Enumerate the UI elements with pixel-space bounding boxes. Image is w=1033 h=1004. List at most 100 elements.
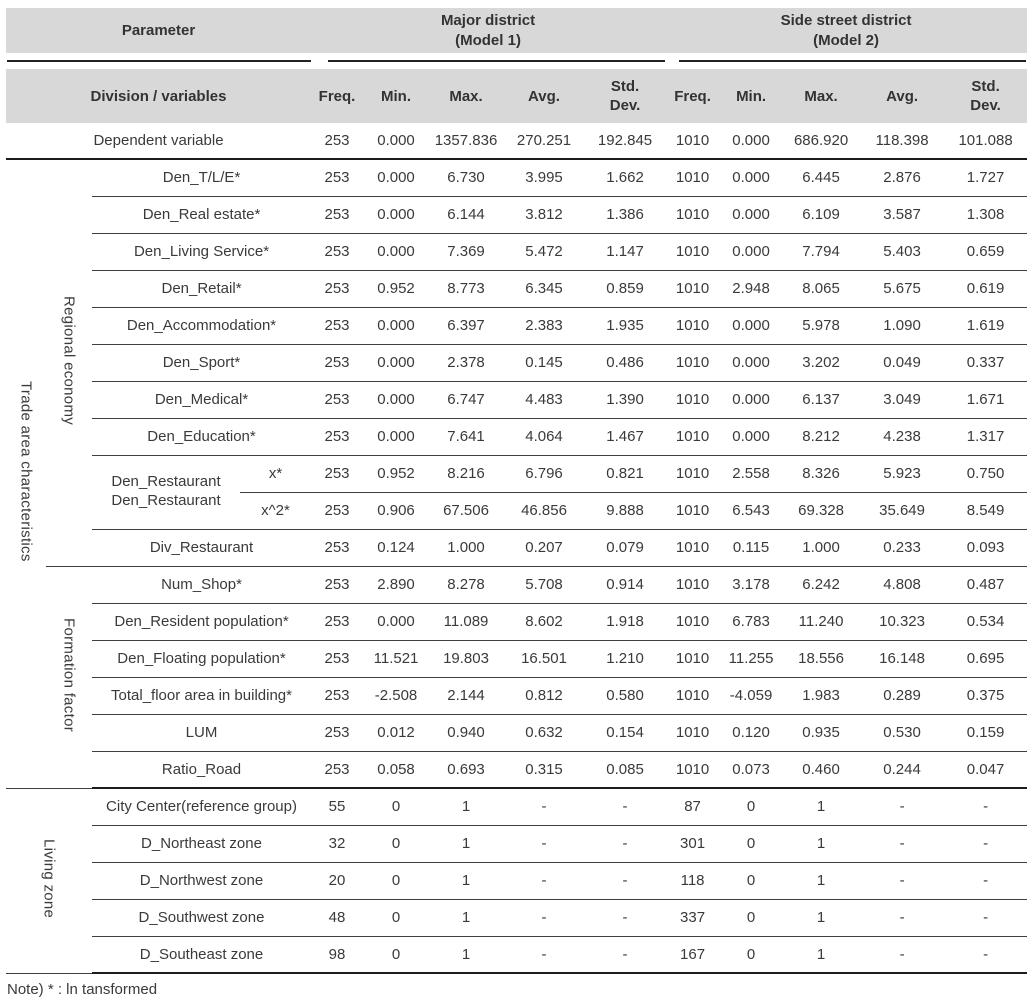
value-cell: - [860, 899, 945, 937]
header-division: Division / variables [6, 69, 312, 123]
value-cell: -4.059 [720, 677, 783, 715]
value-cell: 0.085 [585, 751, 666, 789]
value-cell: 253 [311, 270, 364, 308]
value-cell: 5.472 [503, 233, 586, 271]
header-min-m2: Min. [720, 69, 783, 123]
value-cell: 0 [720, 936, 783, 974]
value-cell: 0.375 [944, 677, 1028, 715]
value-cell: 0.580 [585, 677, 666, 715]
value-cell: 253 [311, 307, 364, 345]
value-cell: 0.530 [860, 714, 945, 752]
value-cell: 0.460 [782, 751, 861, 789]
header-min-m1: Min. [363, 69, 430, 123]
row-label: Den_Accommodation* [92, 307, 312, 345]
value-cell: 253 [311, 714, 364, 752]
value-cell: 8.549 [944, 492, 1028, 530]
value-cell: - [860, 862, 945, 900]
value-cell: - [585, 936, 666, 974]
value-cell: 0.233 [860, 529, 945, 567]
header-max-m1: Max. [429, 69, 504, 123]
value-cell: 11.240 [782, 603, 861, 641]
group-label-trade-area: Trade area characteristics [6, 159, 46, 789]
value-cell: - [860, 936, 945, 974]
row-label-restaurant: Den_Restaurant Den_Restaurant [92, 455, 240, 530]
value-cell: 0.000 [720, 418, 783, 456]
header-std-m1: Std. Dev. [585, 69, 666, 123]
value-cell: 5.675 [860, 270, 945, 308]
table-row: Trade area characteristics Regional econ… [6, 159, 1028, 789]
value-cell: - [585, 788, 666, 826]
value-cell: 192.845 [585, 123, 666, 160]
value-cell: 118 [665, 862, 721, 900]
row-label: Den_Real estate* [92, 196, 312, 234]
value-cell: 253 [311, 751, 364, 789]
table-row: Den_Floating population* 253 11.521 19.803… [6, 640, 1028, 678]
value-cell: 4.483 [503, 381, 586, 419]
value-cell: 0.952 [363, 270, 430, 308]
value-cell: 167 [665, 936, 721, 974]
value-cell: 9.888 [585, 492, 666, 530]
value-cell: - [944, 862, 1028, 900]
value-cell: 0.000 [720, 307, 783, 345]
value-cell: - [944, 936, 1028, 974]
value-cell: 253 [311, 566, 364, 604]
row-label: Ratio_Road [92, 751, 312, 789]
value-cell: 253 [311, 418, 364, 456]
value-cell: 0.079 [585, 529, 666, 567]
header-rule-model1 [311, 53, 666, 69]
value-cell: - [503, 788, 586, 826]
table-row: Den_Education* 253 0.000 7.641 4.064 1.467 1… [6, 418, 1028, 456]
table-row: Living zone City Center(reference group)… [6, 788, 1028, 974]
sub-row-label: x* [240, 455, 312, 493]
value-cell: 1 [782, 862, 861, 900]
value-cell: 118.398 [860, 123, 945, 160]
value-cell: 0 [363, 788, 430, 826]
value-cell: 1010 [665, 566, 721, 604]
value-cell: 3.178 [720, 566, 783, 604]
header-std-m2: Std. Dev. [944, 69, 1028, 123]
row-label: Dependent variable [6, 123, 312, 160]
value-cell: 1010 [665, 307, 721, 345]
table-row: Dependent variable 253 0.000 1357.836 270.2… [6, 123, 1028, 160]
value-cell: 1010 [665, 270, 721, 308]
value-cell: 0.012 [363, 714, 430, 752]
value-cell: 0.154 [585, 714, 666, 752]
value-cell: 7.794 [782, 233, 861, 271]
value-cell: 5.708 [503, 566, 586, 604]
value-cell: 253 [311, 455, 364, 493]
value-cell: 6.144 [429, 196, 504, 234]
table-row: Formation factor Num_Shop* 253 2.890 8.278… [6, 566, 1028, 789]
value-cell: - [585, 862, 666, 900]
row-label: D_Northeast zone [92, 825, 312, 863]
value-cell: 8.773 [429, 270, 504, 308]
value-cell: 1 [429, 788, 504, 826]
row-label: Total_floor area in building* [92, 677, 312, 715]
value-cell: 0.000 [720, 381, 783, 419]
value-cell: 20 [311, 862, 364, 900]
value-cell: 253 [311, 677, 364, 715]
table-row: Den_Living Service* 253 0.000 7.369 5.472 1.… [6, 233, 1028, 271]
value-cell: 6.783 [720, 603, 783, 641]
value-cell: 0.632 [503, 714, 586, 752]
value-cell: 3.812 [503, 196, 586, 234]
table-footnote: Note) * : ln tansformed [7, 981, 158, 998]
group-label-regional-economy: Regional economy [46, 159, 92, 567]
value-cell: 1010 [665, 159, 721, 197]
row-label: D_Southwest zone [92, 899, 312, 937]
value-cell: 6.445 [782, 159, 861, 197]
table-row: Den_Restaurant Den_Restaurant x* 253 0.95… [6, 455, 1028, 530]
value-cell: 1 [429, 936, 504, 974]
value-cell: 10.323 [860, 603, 945, 641]
value-cell: - [503, 825, 586, 863]
row-label: Den_T/L/E* [92, 159, 312, 197]
value-cell: 1.918 [585, 603, 666, 641]
value-cell: 0.821 [585, 455, 666, 493]
row-label: Den_Floating population* [92, 640, 312, 678]
value-cell: 0.693 [429, 751, 504, 789]
value-cell: 1.090 [860, 307, 945, 345]
value-cell: 0.935 [782, 714, 861, 752]
value-cell: 0.940 [429, 714, 504, 752]
value-cell: 1.467 [585, 418, 666, 456]
value-cell: 8.065 [782, 270, 861, 308]
value-cell: 1.308 [944, 196, 1028, 234]
